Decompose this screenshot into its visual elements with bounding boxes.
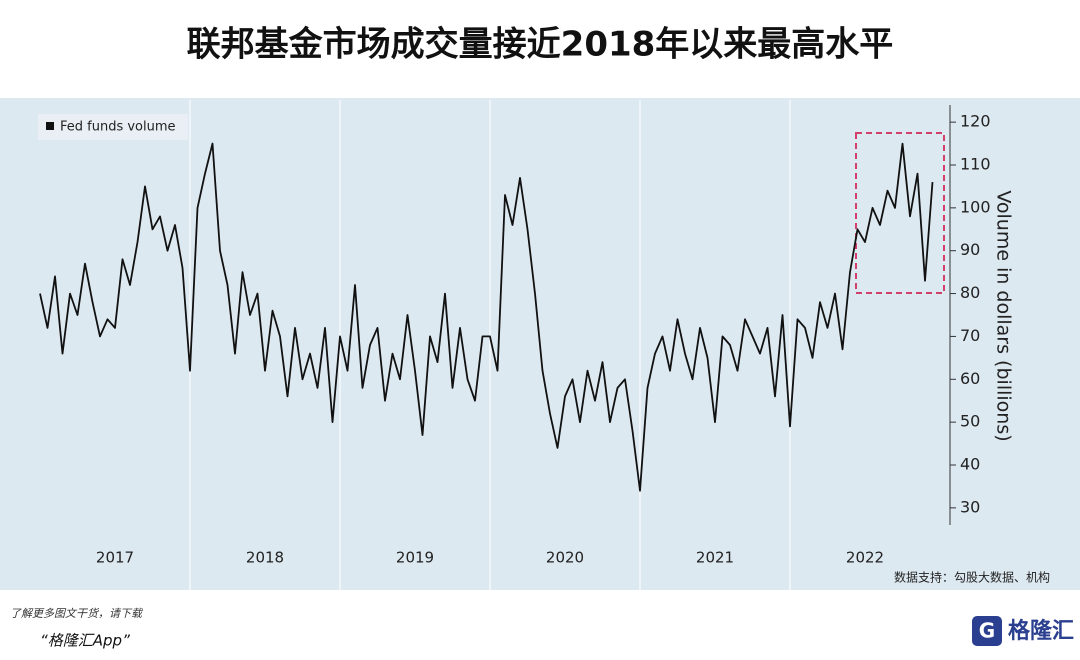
footer-text: 了解更多图文干货，请下载 <box>10 607 144 620</box>
legend-swatch <box>46 122 54 130</box>
x-tick-label: 2021 <box>696 549 734 567</box>
y-tick-label: 40 <box>960 455 980 474</box>
y-tick-label: 30 <box>960 497 980 516</box>
y-tick-label: 100 <box>960 197 991 216</box>
chart-title: 联邦基金市场成交量接近2018年以来最高水平 <box>187 25 894 65</box>
x-tick-label: 2017 <box>96 549 134 567</box>
source: 数据支持：勾股大数据、机构 <box>894 570 1050 585</box>
y-tick-label: 60 <box>960 369 980 388</box>
x-tick-label: 2020 <box>546 549 584 567</box>
plot: 2017 2018 2019 2020 2021 2022 30 40 50 60 70 80 90 10… <box>39 100 991 590</box>
y-tick-label: 120 <box>960 112 991 131</box>
y-tick-label: 90 <box>960 240 980 259</box>
y-tick-label: 50 <box>960 412 980 431</box>
y-axis-label: Volume in dollars (billions) <box>993 190 1015 441</box>
line-series <box>39 142 934 492</box>
legend-box <box>38 114 188 140</box>
x-tick-label: 2022 <box>846 549 884 567</box>
logo-mark: G <box>979 619 995 643</box>
y-tick-label: 110 <box>960 155 991 174</box>
legend-label: Fed funds volume <box>60 120 176 135</box>
footer-app: “格隆汇App” <box>40 632 130 650</box>
x-tick-label: 2018 <box>246 549 284 567</box>
highlight-box <box>855 132 945 294</box>
y-tick-label: 80 <box>960 283 980 302</box>
x-tick-label: 2019 <box>396 549 434 567</box>
logo-icon <box>972 616 1002 646</box>
logo-text: 格隆汇 <box>1008 618 1074 644</box>
y-tick-label: 70 <box>960 326 980 345</box>
